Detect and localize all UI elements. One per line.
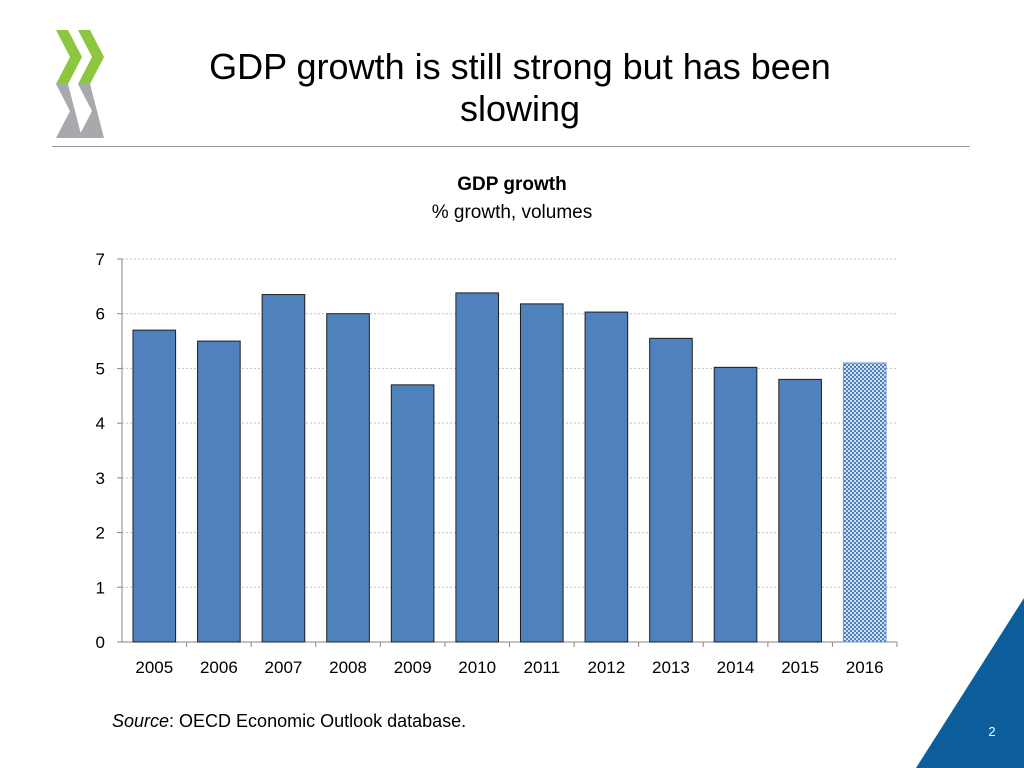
bar-2015 (778, 378, 822, 643)
y-tick-label: 0 (96, 633, 105, 652)
y-tick-label: 2 (96, 524, 105, 543)
x-tick-label-2008: 2008 (329, 658, 367, 677)
bar-2010 (455, 292, 500, 643)
x-tick-label-2006: 2006 (200, 658, 238, 677)
x-tick-label-2007: 2007 (265, 658, 303, 677)
y-tick-label: 5 (96, 359, 105, 378)
title-divider (52, 146, 970, 147)
oecd-logo (52, 30, 112, 145)
x-tick-label-2014: 2014 (717, 658, 755, 677)
y-tick-label: 1 (96, 578, 105, 597)
x-tick-label-2010: 2010 (458, 658, 496, 677)
bar-2009 (390, 384, 435, 643)
slide-title: GDP growth is still strong but has been … (209, 46, 831, 129)
y-tick-label: 7 (96, 250, 105, 269)
bar-2013 (649, 337, 693, 643)
source-text: : OECD Economic Outlook database. (169, 711, 467, 731)
chart-title: GDP growth (457, 174, 567, 195)
logo-green-chevron-right (78, 30, 104, 84)
bar-2012 (584, 311, 629, 643)
x-tick-label-2015: 2015 (781, 658, 819, 677)
bar-2005 (132, 329, 177, 643)
bar-2011 (519, 303, 564, 643)
y-tick-label: 3 (96, 469, 105, 488)
source-label: Source (112, 711, 170, 731)
page-number: 2 (988, 724, 996, 739)
logo-gray-chevron-right (78, 84, 104, 138)
bar-2007 (261, 294, 306, 643)
bar-chart: 0 1 2 3 4 5 6 7 2005 2006 2007 2008 2009 2010 2011 201… (96, 250, 898, 677)
bar-2008 (326, 313, 370, 643)
x-tick-labels: 2005 2006 2007 2008 2009 2010 2011 2012 2013 2014… (135, 658, 883, 677)
gridlines (122, 258, 897, 588)
y-tick-label: 4 (96, 414, 105, 433)
logo-gray-chevron-left (56, 84, 82, 138)
bar-2016 (842, 362, 887, 643)
logo-green-chevron-left (56, 30, 82, 84)
chart-subtitle: % growth, volumes (431, 202, 593, 223)
y-tick-label: 6 (96, 305, 105, 324)
bars (132, 292, 887, 643)
bar-2006 (197, 340, 241, 643)
x-tick-label-2016: 2016 (846, 658, 884, 677)
bar-2014 (713, 366, 758, 643)
source-note: Source: OECD Economic Outlook database. (112, 711, 466, 732)
x-tick-label-2013: 2013 (652, 658, 690, 677)
x-tick-label-2012: 2012 (587, 658, 625, 677)
y-tick-labels: 0 1 2 3 4 5 6 7 (96, 250, 105, 652)
x-tick-label-2009: 2009 (394, 658, 432, 677)
x-tick-label-2005: 2005 (135, 658, 173, 677)
axes (117, 258, 898, 647)
x-tick-label-2011: 2011 (524, 658, 561, 677)
